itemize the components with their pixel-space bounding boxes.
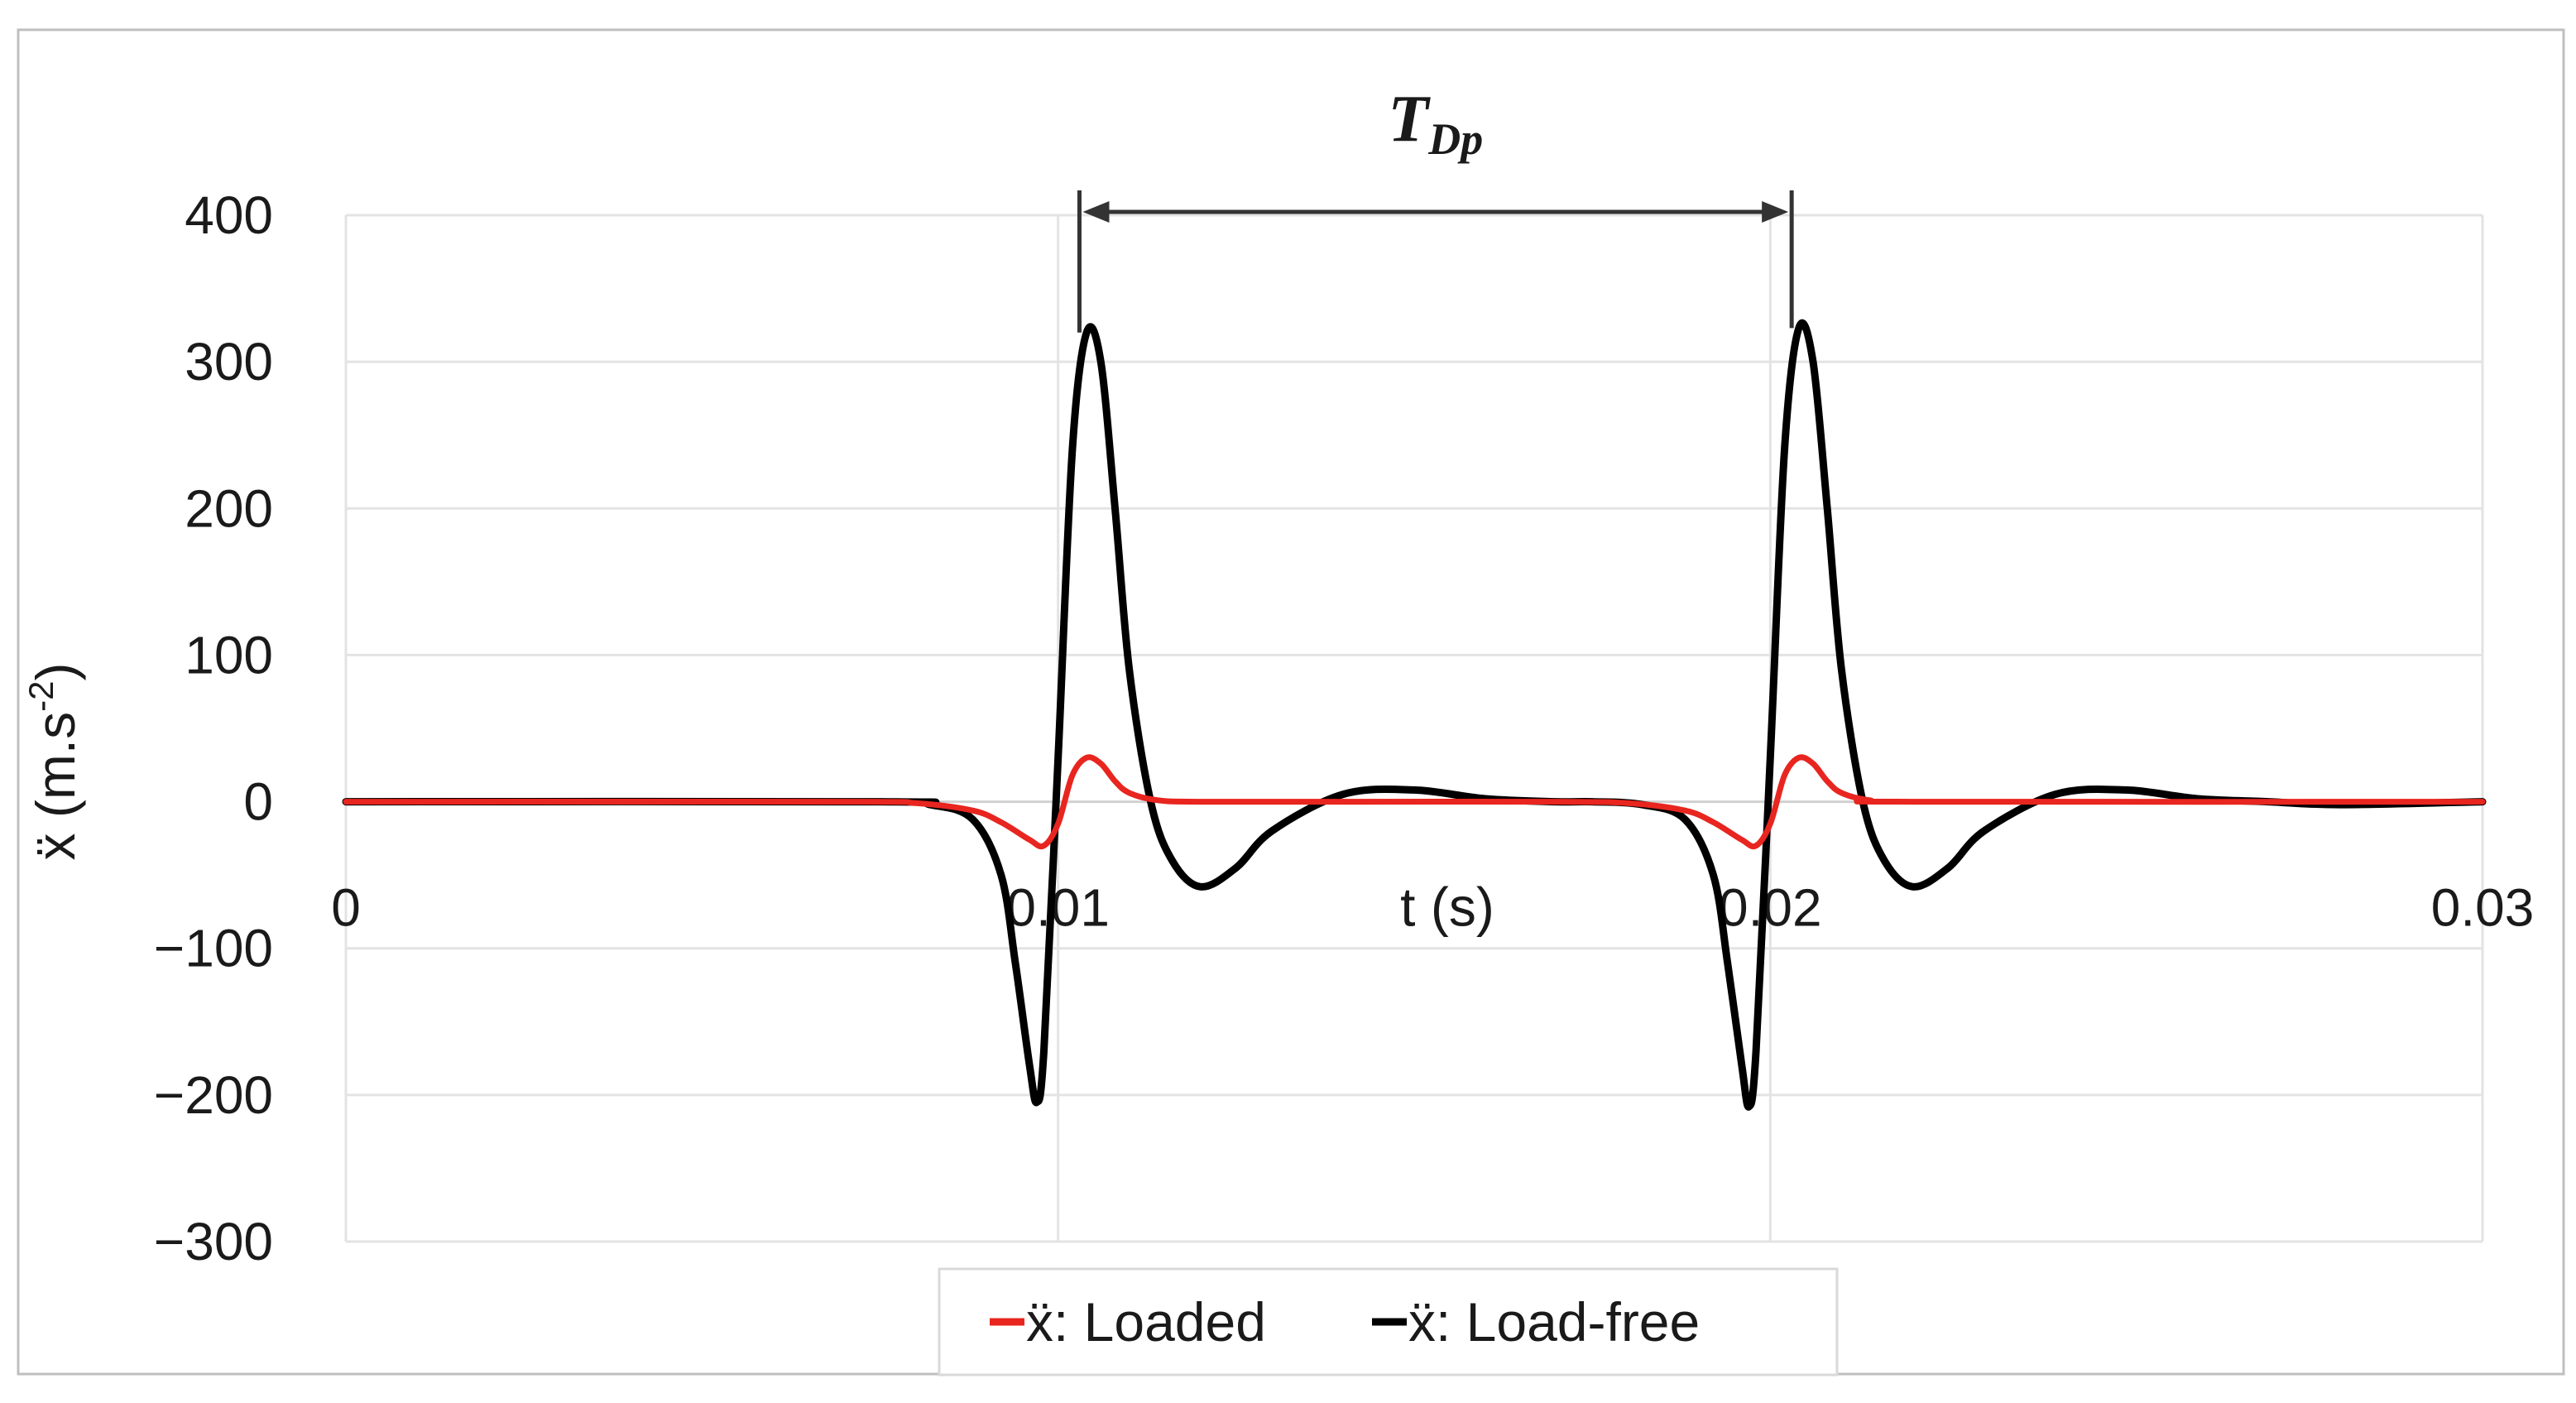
- x-tick-label: 0.01: [1006, 878, 1110, 938]
- y-axis-ticks: −300 −200 −100 0 100 200 300 400: [154, 185, 273, 1271]
- annotation-arrowhead-left: [1082, 201, 1110, 223]
- x-tick-label: 0.03: [2431, 878, 2535, 938]
- y-tick-label: 100: [185, 625, 273, 685]
- x-axis-ticks: 0 0.01 0.02 0.03: [331, 878, 2534, 938]
- period-annotation: TDp: [1077, 83, 1794, 333]
- annotation-label-main: T: [1388, 83, 1431, 156]
- y-axis-title-sup: -2: [22, 680, 60, 711]
- y-tick-label: 0: [243, 772, 273, 832]
- annotation-label: TDp: [1388, 83, 1483, 164]
- y-axis-title-main: ẍ (m.s: [25, 712, 86, 861]
- x-tick-label: 0: [331, 878, 361, 938]
- y-axis-title: ẍ (m.s-2): [22, 663, 86, 861]
- legend-label-load-free: ẍ: Load-free: [1408, 1291, 1700, 1353]
- y-tick-label: 300: [185, 332, 273, 392]
- chart-border: [17, 28, 2565, 1376]
- series-line-loaded: [343, 754, 2486, 850]
- annotation-arrowhead-right: [1762, 201, 1789, 223]
- y-tick-label: −200: [154, 1065, 273, 1125]
- x-axis-title: t (s): [1400, 877, 1494, 938]
- y-tick-label: −100: [154, 919, 273, 978]
- y-axis-title-close: ): [25, 663, 86, 681]
- annotation-label-sub: Dp: [1427, 114, 1483, 164]
- series-layer: [342, 319, 2487, 1111]
- y-tick-label: 200: [185, 478, 273, 538]
- legend: ẍ: Loaded ẍ: Load-free: [938, 1267, 1839, 1377]
- y-tick-label: 400: [185, 185, 273, 245]
- legend-label-loaded: ẍ: Loaded: [1026, 1291, 1266, 1353]
- x-tick-label: 0.02: [1719, 878, 1822, 938]
- y-tick-label: −300: [154, 1212, 273, 1271]
